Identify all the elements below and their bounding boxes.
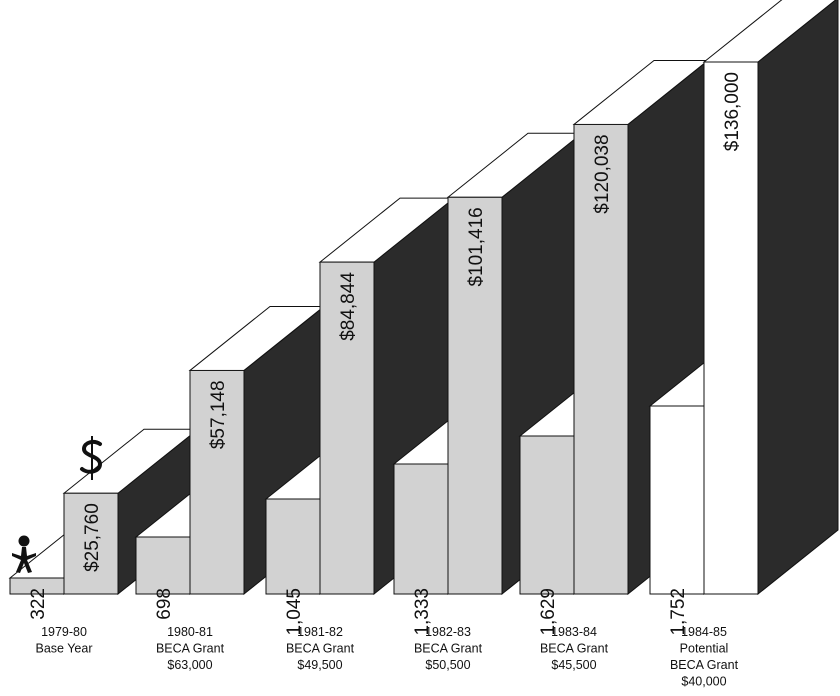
- category-label-1-1: BECA Grant: [156, 642, 225, 656]
- category-label-4-2: $45,500: [551, 658, 596, 672]
- label-dollar-2: $84,844: [338, 272, 359, 341]
- label-small-5: 1,752: [668, 588, 689, 636]
- label-dollar-4: $120,038: [592, 134, 613, 213]
- category-label-2-1: BECA Grant: [286, 642, 355, 656]
- category-label-2-0: 1981-82: [297, 625, 343, 639]
- label-small-2: 1,045: [284, 588, 305, 636]
- label-small-3: 1,333: [412, 588, 433, 636]
- category-label-3-1: BECA Grant: [414, 642, 483, 656]
- category-label-0-0: 1979-80: [41, 625, 87, 639]
- label-small-4: 1,629: [538, 588, 559, 636]
- person-icon: [12, 535, 36, 573]
- label-dollar-3: $101,416: [466, 207, 487, 286]
- category-label-2-2: $49,500: [297, 658, 342, 672]
- bars-layer: [8, 0, 839, 596]
- category-label-1-0: 1980-81: [167, 625, 213, 639]
- category-label-5-3: $40,000: [681, 675, 726, 689]
- bar-dollar-5: [702, 0, 839, 596]
- dollar-sign-icon: [80, 436, 103, 480]
- category-label-5-1: Potential: [680, 642, 729, 656]
- category-label-5-2: BECA Grant: [670, 658, 739, 672]
- category-label-4-0: 1983-84: [551, 625, 597, 639]
- category-label-1-2: $63,000: [167, 658, 212, 672]
- label-dollar-5: $136,000: [722, 72, 743, 151]
- label-small-1: 698: [154, 588, 175, 620]
- category-label-4-1: BECA Grant: [540, 642, 609, 656]
- label-dollar-0: $25,760: [82, 503, 103, 572]
- label-dollar-1: $57,148: [208, 380, 229, 449]
- category-label-0-1: Base Year: [36, 642, 93, 656]
- labels-layer: 322 $25,760 1979-80 Base Year 698 $57,148 1980…: [28, 72, 743, 689]
- label-small-0: 322: [28, 588, 49, 620]
- category-label-5-0: 1984-85: [681, 625, 727, 639]
- category-label-3-2: $50,500: [425, 658, 470, 672]
- category-label-3-0: 1982-83: [425, 625, 471, 639]
